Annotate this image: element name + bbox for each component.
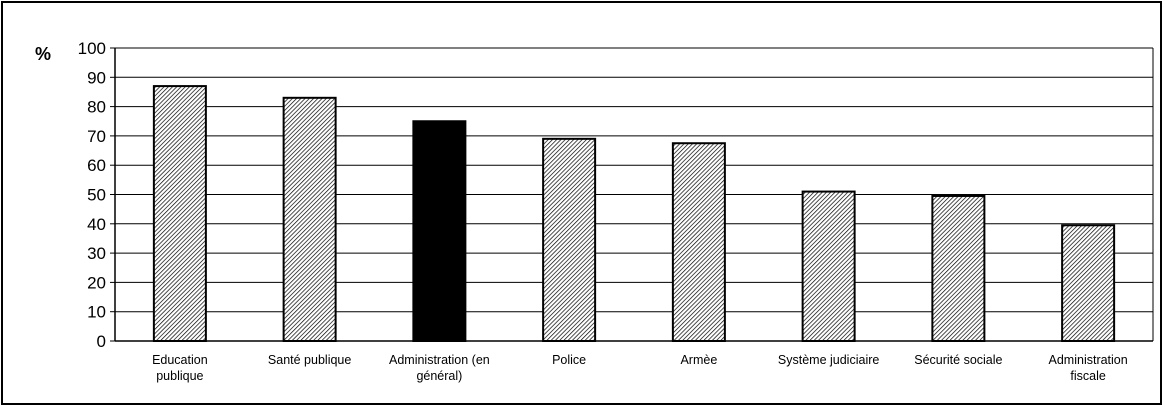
bar-2 (412, 120, 467, 342)
bar-0 (152, 85, 207, 342)
y-tick-label: 50 (87, 186, 106, 205)
x-category-label-line: Administration (en (389, 353, 490, 367)
x-category-label: Santé publique (268, 353, 351, 367)
y-tick-label: 30 (87, 244, 106, 263)
x-category-label: Police (552, 353, 586, 367)
x-category-label-line: Sécurité sociale (914, 353, 1002, 367)
labels-layer: 0 10 20 30 40 50 60 70 80 90 100% Education publique… (35, 39, 1128, 383)
bar-1 (282, 96, 337, 342)
bar-3 (542, 137, 597, 342)
axis-layer (110, 47, 1154, 342)
x-category-label-line: Police (552, 353, 586, 367)
x-category-label-line: fiscale (1070, 369, 1105, 383)
y-tick-label: 0 (97, 332, 106, 351)
x-category-label: Sécurité sociale (914, 353, 1002, 367)
y-tick-label: 10 (87, 303, 106, 322)
bar-7 (1061, 224, 1116, 342)
x-category-label-line: Armèe (680, 353, 717, 367)
y-tick-label: 100 (78, 39, 106, 58)
x-category-label-line: publique (156, 369, 203, 383)
x-category-label: Système judiciaire (778, 353, 879, 367)
y-tick-label: 80 (87, 98, 106, 117)
y-tick-label: 70 (87, 127, 106, 146)
y-unit-label: % (35, 44, 51, 64)
x-category-label-line: général) (416, 369, 462, 383)
x-category-label-line: Santé publique (268, 353, 351, 367)
bars-layer (152, 85, 1116, 342)
y-tick-label: 40 (87, 215, 106, 234)
x-category-label-line: Education (152, 353, 208, 367)
y-tick-label: 90 (87, 68, 106, 87)
grid-layer (115, 47, 1153, 313)
x-category-label-line: Système judiciaire (778, 353, 879, 367)
bar-5 (801, 190, 856, 342)
x-category-label: Armèe (680, 353, 717, 367)
bar-6 (931, 194, 986, 342)
x-category-label-line: Administration (1049, 353, 1128, 367)
x-category-label: Administration fiscale (1049, 353, 1128, 383)
y-tick-label: 20 (87, 273, 106, 292)
x-category-label: Administration (en général) (389, 353, 490, 383)
y-tick-label: 60 (87, 156, 106, 175)
x-category-label: Education publique (152, 353, 208, 383)
bar-4 (671, 142, 726, 342)
